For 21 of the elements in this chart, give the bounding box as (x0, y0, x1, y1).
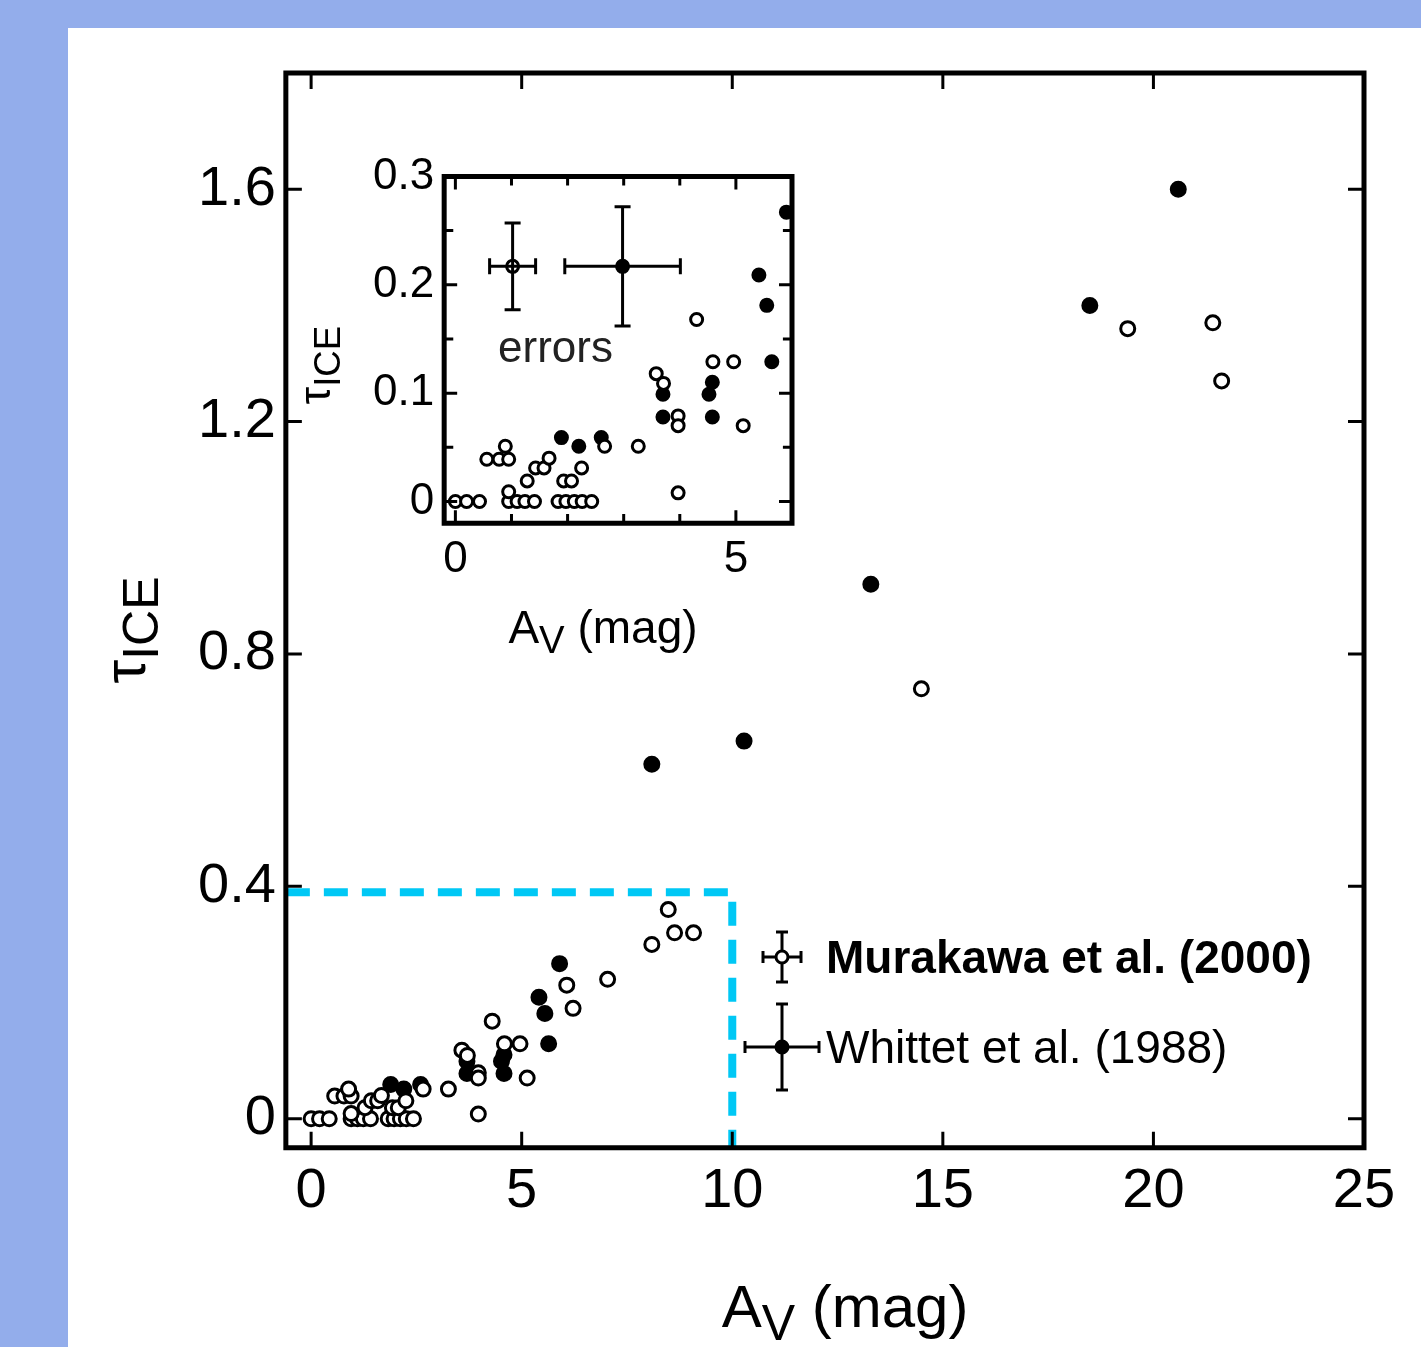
x-tick-label: 5 (723, 531, 749, 581)
y-tick-label: 0.3 (372, 148, 435, 198)
x-tick-label: 5 (506, 1155, 538, 1219)
y-tick-label: 1.6 (197, 153, 276, 217)
y-tick-label: 0.8 (197, 618, 276, 682)
x-tick-label: 0 (295, 1155, 327, 1219)
y-tick-label: 0 (244, 1083, 276, 1147)
y-tick-label: 0.2 (372, 256, 435, 306)
annotation: errors (498, 321, 613, 371)
y-tick-label: 0.1 (372, 365, 435, 415)
x-axis-title: A$_{V}$ (mag) (720, 1272, 970, 1347)
x-tick-label: 25 (1332, 1155, 1396, 1219)
x-axis-title: A$_{V}$ (mag) (507, 600, 699, 664)
legend-label: Murakawa et al. (2000) (826, 930, 1312, 984)
x-tick-label: 10 (701, 1155, 764, 1219)
legend-label: Whittet et al. (1988) (826, 1020, 1228, 1074)
y-tick-label: 1.2 (197, 386, 276, 450)
x-tick-label: 20 (1122, 1155, 1185, 1219)
y-tick-label: 0 (409, 473, 435, 523)
x-tick-label: 15 (911, 1155, 974, 1219)
y-tick-label: 0.4 (197, 850, 276, 914)
